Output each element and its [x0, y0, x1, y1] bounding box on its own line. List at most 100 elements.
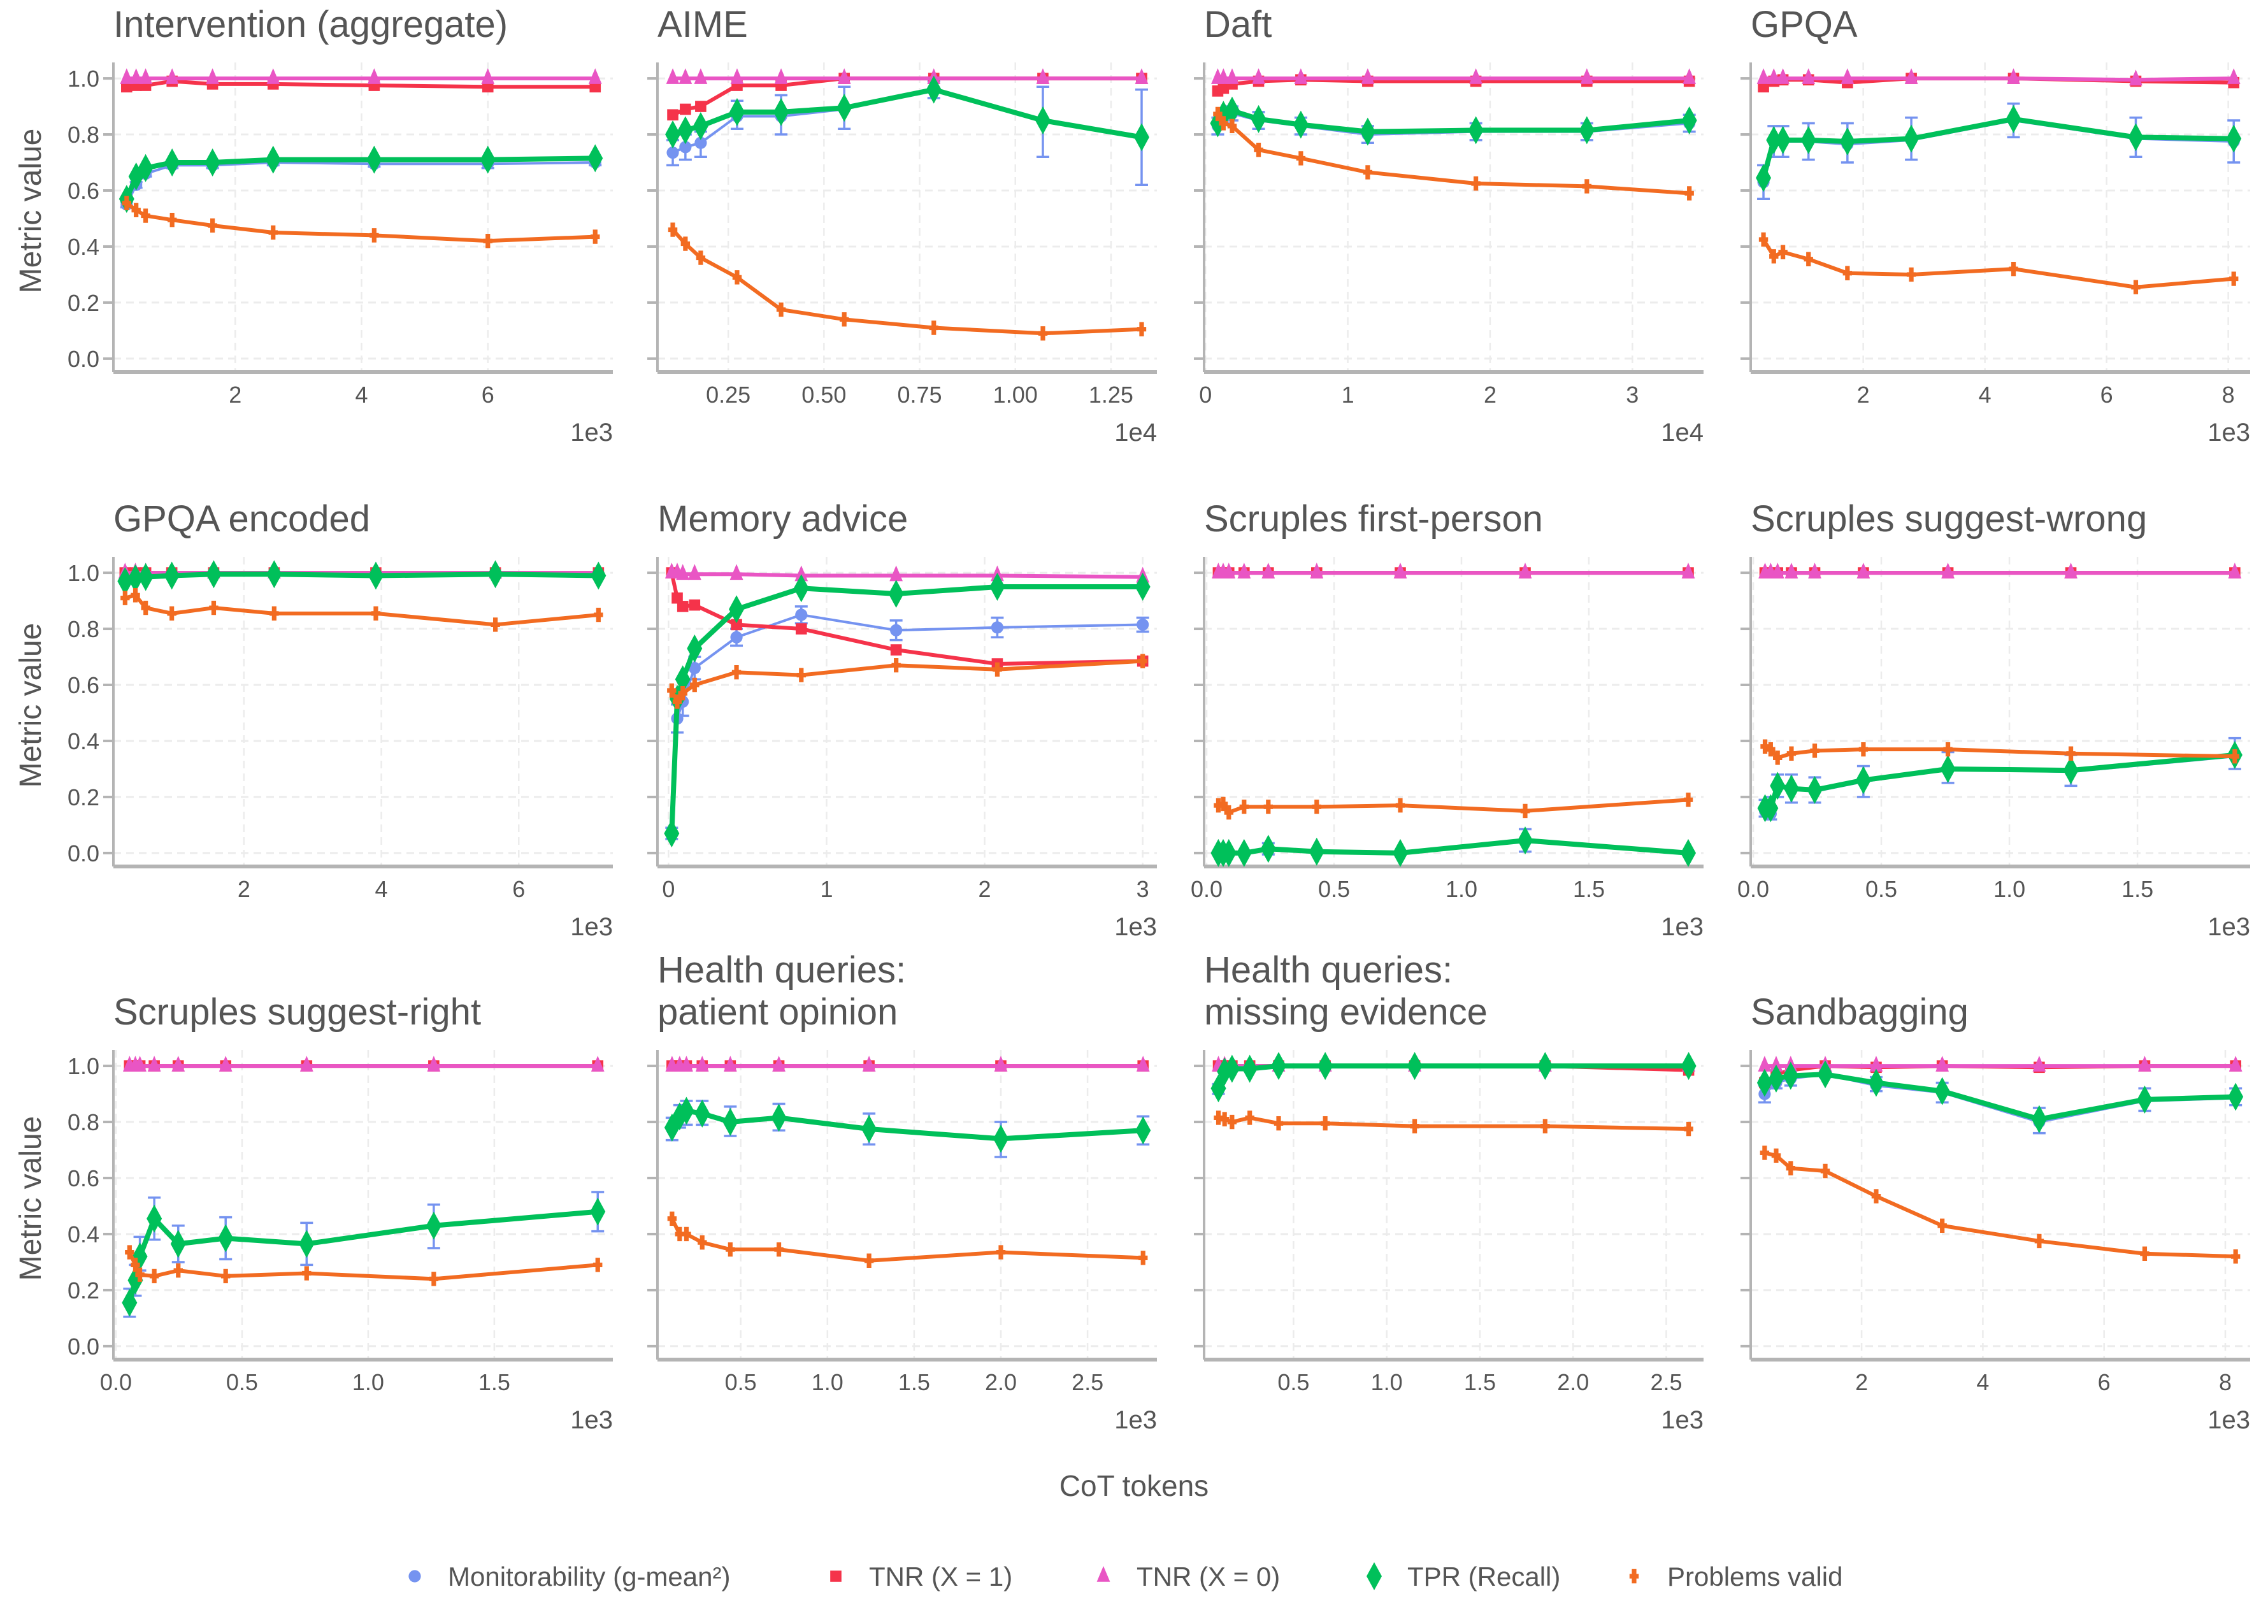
data-point — [299, 1230, 315, 1258]
series-tnr-x0 — [666, 68, 1149, 84]
data-point — [1935, 1056, 1949, 1072]
data-point — [266, 68, 280, 84]
data-point — [694, 68, 708, 84]
data-point — [675, 665, 691, 694]
data-point — [689, 599, 701, 611]
x-axis-label: CoT tokens — [1059, 1469, 1209, 1502]
subplot-title: Health queries: — [657, 949, 906, 991]
series-tpr — [117, 560, 606, 596]
series-line — [670, 1218, 1144, 1263]
series-line — [1218, 838, 1689, 856]
data-point — [2227, 68, 2241, 84]
subplot-title: Daft — [1204, 4, 1272, 45]
data-point — [138, 154, 154, 182]
data-point — [1820, 1163, 1830, 1179]
legend-marker-diamond-icon — [1367, 1562, 1382, 1590]
subplot-title: missing evidence — [1204, 991, 1488, 1033]
data-point — [588, 68, 602, 84]
data-point — [2034, 1233, 2044, 1249]
series-tnr-x0 — [122, 1056, 605, 1072]
data-point — [1784, 563, 1798, 578]
series-tpr — [664, 1096, 1151, 1153]
data-point — [1239, 800, 1249, 814]
data-point — [1766, 742, 1776, 757]
data-point — [793, 574, 809, 603]
legend-marker-plus-icon — [1629, 1569, 1639, 1584]
data-point — [1904, 68, 1918, 84]
x-tick-label: 6 — [2098, 1369, 2111, 1395]
data-point — [117, 567, 133, 596]
data-point — [268, 225, 278, 240]
series-line — [1217, 798, 1689, 815]
subplot-title: Scruples suggest-right — [113, 991, 481, 1033]
series-tnr-x0 — [1211, 68, 1697, 84]
y-tick-label: 1.0 — [68, 66, 99, 92]
data-point — [1310, 563, 1324, 578]
data-point — [774, 68, 788, 84]
data-point — [2230, 749, 2240, 764]
subplot-title: Sandbagging — [1751, 991, 1969, 1033]
data-point — [206, 560, 222, 589]
data-point — [370, 228, 379, 243]
x-tick-label: 1.0 — [1993, 876, 2025, 902]
data-point — [890, 644, 902, 656]
data-point — [1768, 1064, 1784, 1093]
data-point — [2032, 1056, 2046, 1072]
legend-label: TNR (X = 0) — [1137, 1562, 1280, 1592]
data-point — [135, 1267, 145, 1282]
y-tick-label: 0.4 — [68, 1221, 99, 1247]
data-point — [1940, 754, 1956, 783]
data-point — [265, 145, 281, 174]
series-problems-valid — [1760, 1146, 2241, 1264]
series-monitorability — [666, 1106, 1149, 1146]
data-point — [487, 560, 503, 589]
data-point — [141, 600, 150, 615]
data-point — [1260, 835, 1276, 863]
data-point — [677, 116, 693, 145]
data-point — [1518, 826, 1533, 855]
x-axis-multiplier: 1e3 — [2207, 1406, 2250, 1434]
data-point — [1579, 116, 1595, 145]
data-point — [1770, 563, 1784, 578]
data-point — [676, 564, 690, 580]
data-point — [1468, 116, 1484, 145]
data-point — [665, 120, 681, 149]
subplot-title: AIME — [657, 4, 748, 45]
x-tick-label: 0.5 — [1318, 876, 1350, 902]
data-point — [1219, 1112, 1230, 1126]
data-point — [1254, 143, 1263, 157]
x-tick-label: 4 — [355, 382, 368, 408]
data-point — [491, 617, 500, 632]
data-point — [266, 560, 282, 589]
data-point — [1518, 563, 1532, 578]
series-line — [124, 571, 599, 584]
data-point — [1309, 837, 1324, 866]
data-point — [368, 561, 384, 590]
x-tick-label: 1.25 — [1089, 382, 1133, 408]
data-point — [1808, 563, 1821, 578]
x-tick-label: 8 — [2219, 1369, 2232, 1395]
data-point — [1871, 1189, 1881, 1204]
data-point — [1934, 1077, 1950, 1105]
data-point — [1756, 68, 1770, 84]
data-point — [164, 561, 180, 590]
data-point — [1810, 744, 1819, 758]
data-point — [695, 1056, 709, 1072]
y-tick-label: 0.6 — [68, 178, 99, 204]
subplot: Intervention (aggregate) 0.0 0.2 0.4 0.6 0.8 1… — [68, 4, 613, 447]
data-point — [687, 564, 701, 580]
data-point — [1770, 772, 1786, 800]
data-point — [1294, 68, 1308, 84]
data-point — [1361, 68, 1375, 84]
y-tick-label: 0.6 — [68, 672, 99, 698]
data-point — [667, 109, 678, 121]
x-tick-label: 2.5 — [1650, 1369, 1682, 1395]
series-problems-valid — [1760, 739, 2240, 765]
data-point — [2137, 1085, 2153, 1114]
legend-item-tpr: TPR (Recall) — [1367, 1562, 1560, 1592]
data-point — [269, 606, 279, 621]
data-point — [664, 819, 680, 848]
data-point — [1135, 68, 1149, 84]
subplot-title: Scruples suggest-wrong — [1751, 498, 2147, 540]
x-tick-label: 4 — [1976, 1369, 1989, 1395]
